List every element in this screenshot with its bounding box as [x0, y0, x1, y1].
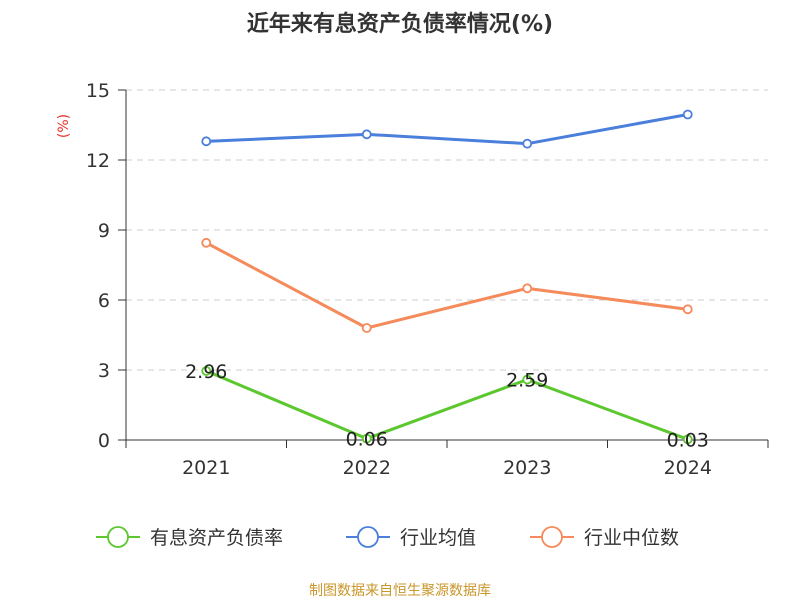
data-point	[201, 136, 212, 147]
data-point	[682, 109, 693, 120]
x-tick-label: 2022	[343, 457, 391, 479]
data-point	[361, 433, 372, 444]
data-point	[201, 237, 212, 248]
data-point	[361, 323, 372, 333]
legend-label: 行业均值	[400, 527, 476, 549]
y-axis-unit-label: (%)	[56, 114, 72, 138]
y-tick-label: 3	[98, 360, 110, 382]
source-note: 制图数据来自恒生聚源数据库	[309, 583, 491, 599]
series-line-1	[206, 113, 689, 146]
data-label: 2.59	[506, 370, 548, 392]
x-tick-label: 2021	[182, 457, 230, 479]
data-point	[522, 138, 533, 149]
legend-marker-icon	[357, 526, 379, 548]
data-point	[682, 434, 693, 445]
data-label: 0.06	[346, 429, 388, 451]
data-point	[201, 366, 212, 376]
x-tick-label: 2024	[664, 457, 712, 479]
y-tick-label: 6	[98, 290, 110, 312]
x-tick-label: 2023	[503, 457, 551, 479]
data-label: 0.03	[667, 429, 709, 451]
y-tick-label: 12	[86, 150, 110, 172]
y-tick-label: 15	[86, 80, 110, 102]
data-point	[361, 129, 372, 140]
data-point	[682, 304, 693, 315]
y-tick-label: 9	[98, 220, 110, 242]
data-label: 2.96	[185, 361, 227, 383]
y-tick-label: 0	[98, 430, 110, 452]
data-point	[522, 374, 533, 385]
data-point	[522, 283, 533, 294]
series-line-2	[205, 241, 688, 330]
series-line-0	[205, 369, 689, 441]
chart-title: 近年来有息资产负债率情况(%)	[246, 12, 554, 37]
legend-marker-icon	[541, 526, 563, 548]
legend-label: 行业中位数	[584, 527, 679, 549]
legend-marker-icon	[107, 526, 129, 548]
legend-label: 有息资产负债率	[150, 527, 283, 549]
